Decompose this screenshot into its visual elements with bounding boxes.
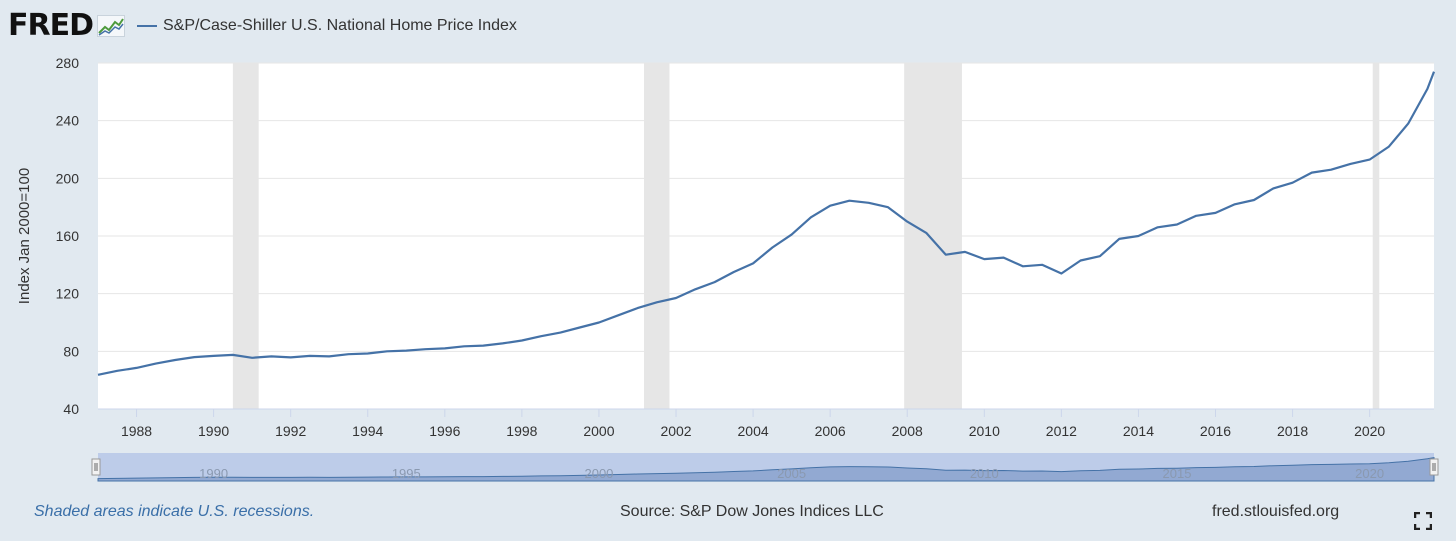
x-tick-label: 2014 [1123, 423, 1154, 439]
y-tick-label: 200 [56, 170, 80, 186]
navigator-series-area [97, 457, 1435, 482]
navigator-year-labels: 1990 1995 2000 2005 2010 2015 2020 [199, 466, 1384, 481]
y-tick-label: 280 [56, 55, 80, 71]
navigator-handle-right[interactable] [1429, 458, 1439, 476]
x-tick-label: 2010 [969, 423, 1000, 439]
navigator[interactable]: 1990 1995 2000 2005 2010 2015 2020 [91, 453, 1439, 482]
y-tick-label: 80 [63, 343, 79, 359]
navigator-year-label: 2010 [970, 466, 999, 481]
x-tick-label: 2020 [1354, 423, 1385, 439]
x-tick-label: 1996 [429, 423, 460, 439]
fred-graph-icon [97, 15, 125, 37]
y-tick-label: 40 [63, 401, 79, 417]
x-tick-label: 1990 [198, 423, 229, 439]
x-tick-label: 2012 [1046, 423, 1077, 439]
fred-logo-text: FRED [8, 8, 94, 43]
navigator-year-label: 2015 [1163, 466, 1192, 481]
legend-label: S&P/Case-Shiller U.S. National Home Pric… [163, 17, 517, 34]
navigator-year-label: 1990 [199, 466, 228, 481]
x-tick-label: 1994 [352, 423, 383, 439]
legend-item[interactable]: S&P/Case-Shiller U.S. National Home Pric… [137, 17, 517, 35]
x-tick-label: 2000 [583, 423, 614, 439]
x-tick-label: 2004 [738, 423, 769, 439]
x-tick-label: 2002 [660, 423, 691, 439]
x-axis-ticks: 1988 1990 1992 1994 1996 1998 2000 2002 2004 2006… [121, 409, 1385, 439]
source-text: Source: S&P Dow Jones Indices LLC [620, 503, 884, 520]
x-tick-label: 2008 [892, 423, 923, 439]
grid-lines [98, 62, 1434, 352]
site-link[interactable]: fred.stlouisfed.org [1212, 503, 1340, 520]
x-tick-label: 2018 [1277, 423, 1308, 439]
y-tick-label: 160 [56, 228, 80, 244]
x-tick-label: 1998 [506, 423, 537, 439]
x-tick-label: 1992 [275, 423, 306, 439]
y-axis-label: Index Jan 2000=100 [16, 168, 33, 304]
x-tick-label: 2006 [815, 423, 846, 439]
navigator-handle-left[interactable] [91, 458, 101, 476]
x-tick-label: 2016 [1200, 423, 1231, 439]
fred-logo[interactable]: FRED [8, 11, 125, 41]
x-tick-label: 1988 [121, 423, 152, 439]
recession-note: Shaded areas indicate U.S. recessions. [34, 503, 315, 520]
navigator-year-label: 2020 [1355, 466, 1384, 481]
y-tick-label: 240 [56, 113, 80, 129]
y-tick-label: 120 [56, 286, 80, 302]
navigator-year-label: 2000 [584, 466, 613, 481]
navigator-year-label: 1995 [392, 466, 421, 481]
legend-line-swatch [137, 25, 157, 27]
series-line[interactable] [97, 71, 1436, 376]
y-axis-ticks: 40 80 120 160 200 240 280 [56, 55, 80, 417]
navigator-year-label: 2005 [777, 466, 806, 481]
chart-header: FRED S&P/Case-Shiller U.S. National Home… [8, 8, 517, 44]
fullscreen-icon[interactable] [1414, 512, 1432, 530]
